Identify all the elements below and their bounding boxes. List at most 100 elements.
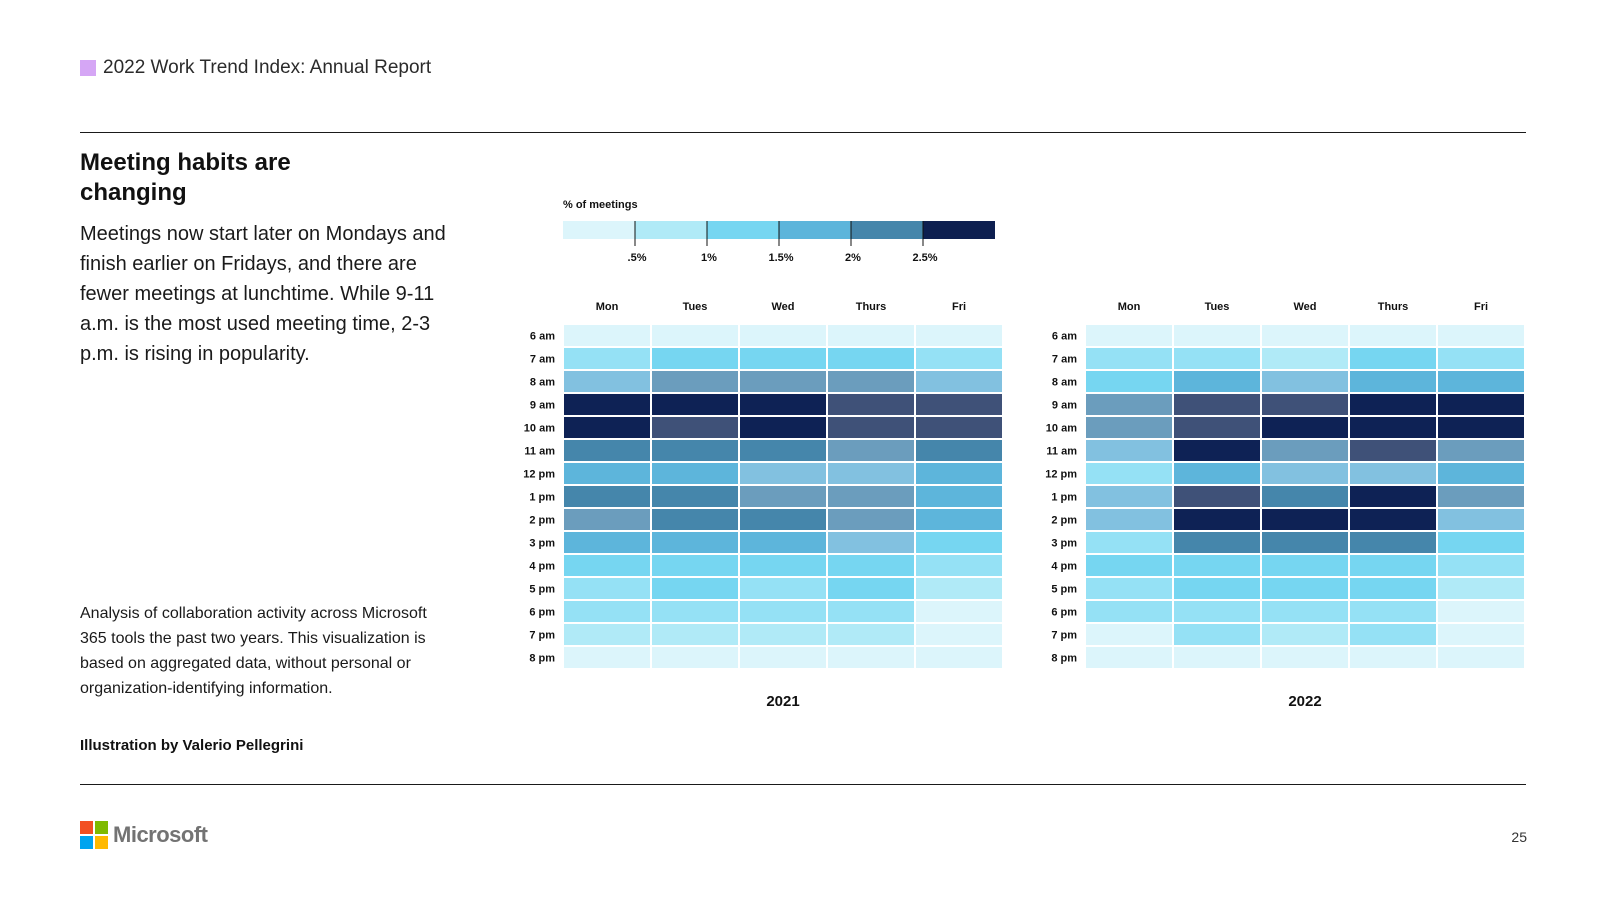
heatmap-cell xyxy=(916,371,1002,392)
heatmap-cell xyxy=(1350,647,1436,668)
heatmap-cell xyxy=(916,555,1002,576)
heatmap-cell xyxy=(1174,647,1260,668)
legend-title: % of meetings xyxy=(563,199,638,211)
heatmap-cell xyxy=(828,532,914,553)
brand-name: Microsoft xyxy=(113,822,208,847)
page-title: Meeting habits are changing xyxy=(80,149,291,206)
heatmap-cell xyxy=(916,440,1002,461)
heatmap-cell xyxy=(1086,532,1172,553)
heatmap-cell xyxy=(916,325,1002,346)
row-label: 11 am xyxy=(1046,446,1077,458)
heatmap-cell xyxy=(1174,325,1260,346)
heatmap-cell xyxy=(828,509,914,530)
heatmap-cell xyxy=(828,463,914,484)
heatmap-cell xyxy=(652,440,738,461)
heatmap-cell xyxy=(1174,463,1260,484)
legend-tick-label: 1% xyxy=(701,252,717,264)
illustration-credit: Illustration by Valerio Pellegrini xyxy=(80,737,304,754)
column-label-fri: Fri xyxy=(952,301,966,313)
heatmap-cell xyxy=(1262,371,1348,392)
heatmap-cell xyxy=(916,394,1002,415)
heatmap-cell xyxy=(564,440,650,461)
row-label: 7 am xyxy=(530,354,555,366)
legend-tick-label: 2% xyxy=(845,252,861,264)
row-label: 6 am xyxy=(1052,331,1077,343)
heatmap-cell xyxy=(828,325,914,346)
heatmap-cell xyxy=(1350,394,1436,415)
heatmap-cell xyxy=(1262,440,1348,461)
heatmap-cell xyxy=(1174,394,1260,415)
heatmap-cell xyxy=(564,647,650,668)
row-label: 12 pm xyxy=(1045,469,1077,481)
heatmap-cell xyxy=(1086,440,1172,461)
row-label: 10 am xyxy=(524,423,555,435)
heatmap-cell xyxy=(1086,624,1172,645)
heatmap-cell xyxy=(1086,555,1172,576)
heatmap-cell xyxy=(1262,647,1348,668)
report-header: 2022 Work Trend Index: Annual Report xyxy=(80,57,431,79)
heatmap-cell xyxy=(564,348,650,369)
heatmap-cell xyxy=(740,348,826,369)
heatmap-cell xyxy=(1438,509,1524,530)
heatmap-cell xyxy=(740,555,826,576)
heatmap-cell xyxy=(828,394,914,415)
heatmap-cell xyxy=(1350,417,1436,438)
heatmap-cell xyxy=(1262,578,1348,599)
heatmap-cell xyxy=(1174,601,1260,622)
column-label-wed: Wed xyxy=(771,301,794,313)
row-label: 3 pm xyxy=(529,538,555,550)
row-label: 8 pm xyxy=(529,653,555,665)
heatmap-cell xyxy=(916,578,1002,599)
column-label-thurs: Thurs xyxy=(856,301,887,313)
heatmap-cell xyxy=(564,371,650,392)
heatmap-cell xyxy=(916,417,1002,438)
header-accent-swatch xyxy=(80,60,96,76)
heatmap-cell xyxy=(916,509,1002,530)
heatmap-cell xyxy=(916,532,1002,553)
heatmap-cell xyxy=(1438,325,1524,346)
heatmap-cell xyxy=(1086,371,1172,392)
heatmap-cell xyxy=(652,463,738,484)
row-label: 9 am xyxy=(1052,400,1077,412)
heatmap-cell xyxy=(740,325,826,346)
heatmap-cell xyxy=(740,371,826,392)
column-label-tues: Tues xyxy=(1205,301,1230,313)
heatmap-cell xyxy=(652,647,738,668)
legend-tick-label: 1.5% xyxy=(768,252,793,264)
heatmap-cell xyxy=(828,486,914,507)
heatmap-cell xyxy=(828,578,914,599)
column-label-thurs: Thurs xyxy=(1378,301,1409,313)
heatmap-cell xyxy=(1174,417,1260,438)
heatmap-cell xyxy=(1438,601,1524,622)
report-title: 2022 Work Trend Index: Annual Report xyxy=(103,57,432,78)
heatmap-cell xyxy=(1086,509,1172,530)
row-label: 11 am xyxy=(524,446,555,458)
heatmap-cell xyxy=(1438,647,1524,668)
row-label: 7 pm xyxy=(529,630,555,642)
heatmap-cell xyxy=(1086,348,1172,369)
heatmap-cell xyxy=(1086,486,1172,507)
heatmap-cell xyxy=(1086,325,1172,346)
heatmap-cell xyxy=(1174,532,1260,553)
heatmap-cell xyxy=(1086,463,1172,484)
heatmap-cell xyxy=(652,417,738,438)
heatmap-cell xyxy=(740,509,826,530)
heatmap-cell xyxy=(1438,463,1524,484)
heatmap-cell xyxy=(828,440,914,461)
row-label: 5 pm xyxy=(529,584,555,596)
row-label: 10 am xyxy=(1046,423,1077,435)
heatmap-cell xyxy=(1174,348,1260,369)
row-label: 8 am xyxy=(530,377,555,389)
heatmap-cell xyxy=(740,486,826,507)
heatmap-cell xyxy=(564,601,650,622)
heatmap-cell xyxy=(1350,601,1436,622)
heatmap-cell xyxy=(564,325,650,346)
heatmap-cell xyxy=(1350,463,1436,484)
heatmap-cell xyxy=(652,348,738,369)
heatmap-cell xyxy=(740,463,826,484)
column-label-tues: Tues xyxy=(683,301,708,313)
row-label: 7 pm xyxy=(1051,630,1077,642)
heatmap-cell xyxy=(1350,348,1436,369)
heatmap-cell xyxy=(1350,440,1436,461)
